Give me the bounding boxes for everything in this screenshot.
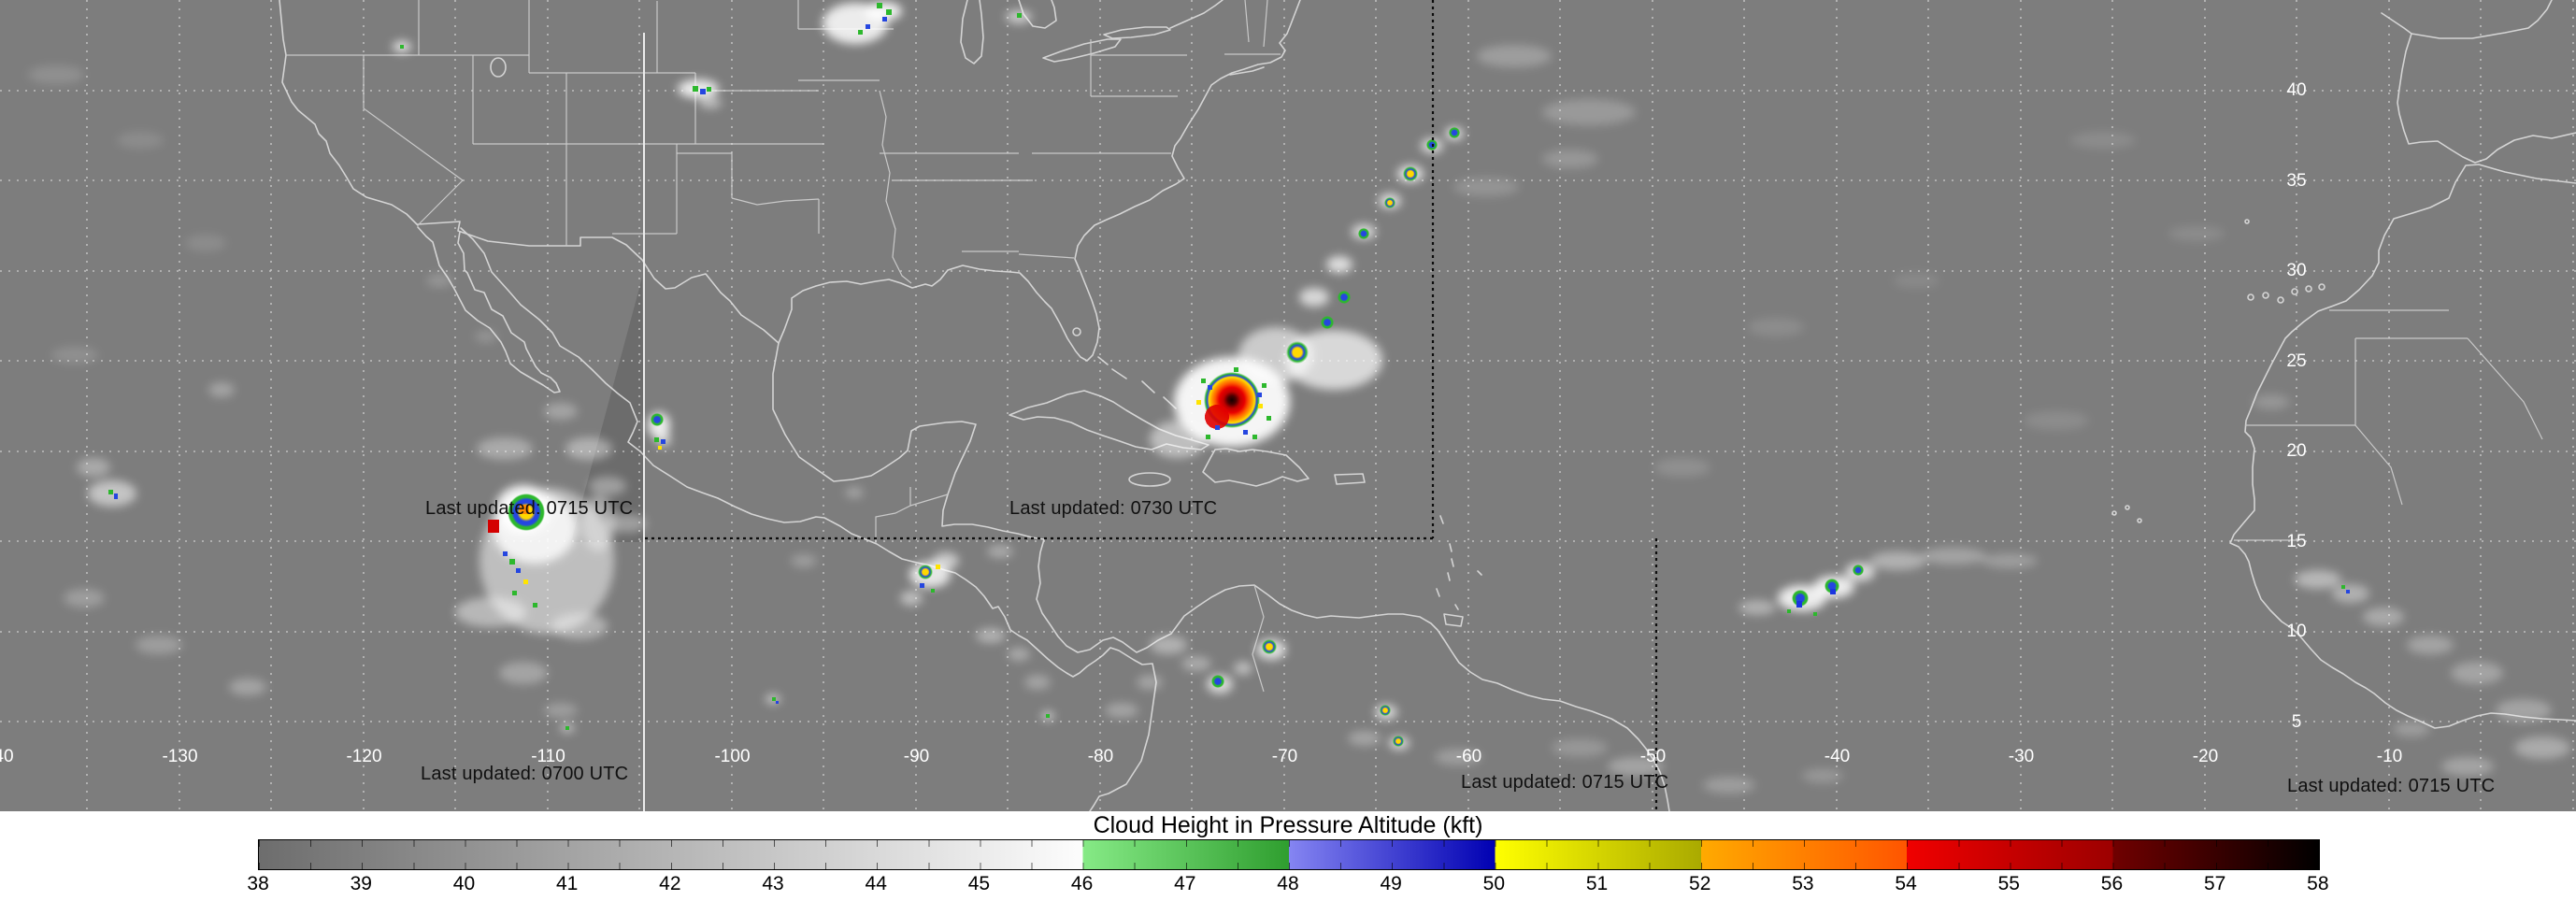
latitude-label: 40 (2286, 80, 2307, 101)
colorbar-tick-label: 48 (1277, 873, 1299, 894)
latitude-label: 10 (2286, 622, 2307, 642)
longitude-labels: -140 -130 -120 -110 -100 -90 -80 -70 -60… (0, 746, 2482, 768)
colorbar (258, 839, 2320, 870)
latitude-label: 5 (2291, 711, 2302, 732)
colorbar-tick-label: 49 (1380, 873, 1402, 894)
state-country-borders (286, 0, 2543, 693)
colorbar-tick-label: 40 (452, 873, 476, 894)
colorbar-tick-label: 56 (2100, 873, 2124, 894)
storm-cores (108, 3, 2350, 747)
longitude-label: -70 (1271, 747, 1298, 766)
colorbar-tick-label: 39 (350, 873, 372, 894)
sector-last-updated-goes-west-south: Last updated: 0700 UTC (421, 764, 629, 784)
colorbar-tick-label: 51 (1585, 873, 1609, 894)
no-data-wedge (571, 278, 645, 542)
colorbar-tick-label: 46 (1070, 873, 1094, 894)
colorbar-tick-labels: 38 39 40 41 42 43 44 45 46 47 48 49 50 5… (207, 873, 2369, 895)
sector-last-updated-meteosat: Last updated: 0715 UTC (2287, 776, 2496, 796)
longitude-label: -40 (1824, 747, 1851, 766)
latitude-label: 35 (2286, 170, 2307, 191)
colorbar-tick-label: 47 (1174, 873, 1196, 894)
colorbar-tick-label: 42 (659, 873, 681, 894)
colorbar-tick-label: 50 (1482, 873, 1506, 894)
colorbar-tick-label: 52 (1689, 873, 1711, 894)
sector-last-updated-goes-east-south: Last updated: 0715 UTC (1461, 772, 1669, 793)
map-graphics (0, 0, 2576, 811)
colorbar-tick-label: 38 (247, 873, 269, 894)
colorbar-tick-label: 57 (2203, 873, 2226, 894)
colorbar-ticks-bottom (259, 863, 2319, 869)
longitude-label: -110 (531, 747, 565, 766)
colorbar-tick-label: 43 (762, 873, 784, 894)
colorbar-tick-label: 45 (967, 873, 991, 894)
sector-last-updated-goes-east-north: Last updated: 0730 UTC (1009, 498, 1218, 519)
sector-boundary-dotted (645, 0, 1658, 811)
cloud-layer (28, 2, 2570, 794)
latitude-label: 30 (2286, 261, 2307, 281)
colorbar-legend: Cloud Height in Pressure Altitude (kft) … (0, 811, 2576, 901)
longitude-label: -20 (2192, 747, 2219, 766)
colorbar-tick-label: 54 (1895, 873, 1917, 894)
coastlines (279, 0, 2576, 811)
longitude-label: -10 (2376, 747, 2403, 766)
colorbar-ticks-top (259, 840, 2319, 847)
colorbar-tick-label: 44 (865, 873, 887, 894)
longitude-label: -140 (0, 747, 14, 766)
colorbar-tick-label: 58 (2307, 873, 2329, 894)
latitude-label: 20 (2286, 441, 2307, 462)
colorbar-tick-label: 55 (1997, 873, 2020, 894)
longitude-label: -80 (1087, 747, 1114, 766)
sector-last-updated-goes-west-north: Last updated: 0715 UTC (425, 498, 634, 519)
sector-boundaries (643, 0, 1658, 811)
longitude-label: -50 (1639, 747, 1667, 766)
latitude-label: 25 (2286, 350, 2307, 371)
longitude-label: -60 (1455, 747, 1482, 766)
latitude-label: 15 (2286, 531, 2307, 551)
latitude-labels: 40 35 30 25 20 15 10 5 (2273, 46, 2320, 767)
colorbar-tick-label: 53 (1792, 873, 1814, 894)
longitude-label: -90 (903, 747, 930, 766)
longitude-label: -100 (714, 747, 751, 766)
colorbar-title: Cloud Height in Pressure Altitude (kft) (1093, 812, 1483, 838)
longitude-label: -30 (2008, 747, 2035, 766)
colorbar-tick-label: 41 (555, 873, 579, 894)
longitude-label: -120 (346, 747, 382, 766)
satellite-map: -140 -130 -120 -110 -100 -90 -80 -70 -60… (0, 0, 2576, 811)
longitude-label: -130 (162, 747, 198, 766)
